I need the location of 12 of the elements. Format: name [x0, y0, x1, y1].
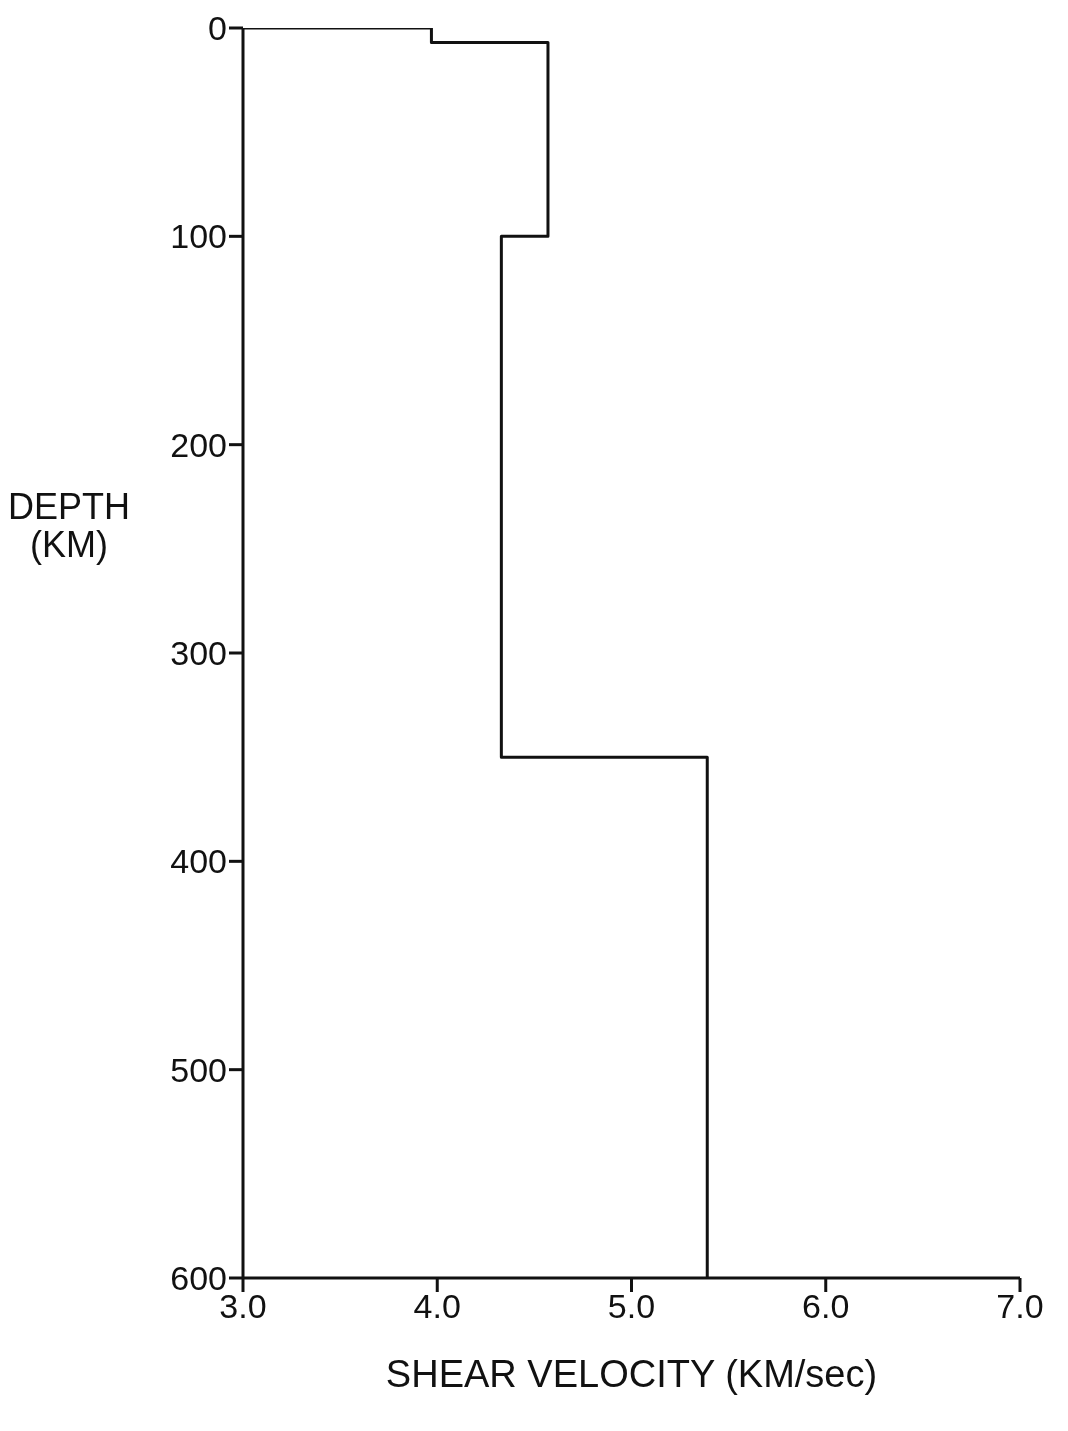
y-axis-title: DEPTH (KM) — [8, 486, 131, 565]
x-tick-label: 4.0 — [413, 1287, 461, 1326]
y-tick-label: 200 — [170, 425, 227, 464]
y-tick-label: 300 — [170, 634, 227, 673]
y-tick-label: 500 — [170, 1050, 227, 1089]
x-tick-label: 7.0 — [996, 1287, 1044, 1326]
y-tick-label: 400 — [170, 842, 227, 881]
y-tick-label: 0 — [208, 9, 227, 48]
x-axis-title: SHEAR VELOCITY (KM/sec) — [384, 1353, 879, 1396]
x-tick-label: 6.0 — [802, 1287, 850, 1326]
x-tick-label: 5.0 — [607, 1287, 656, 1326]
y-tick-label: 100 — [170, 217, 227, 256]
